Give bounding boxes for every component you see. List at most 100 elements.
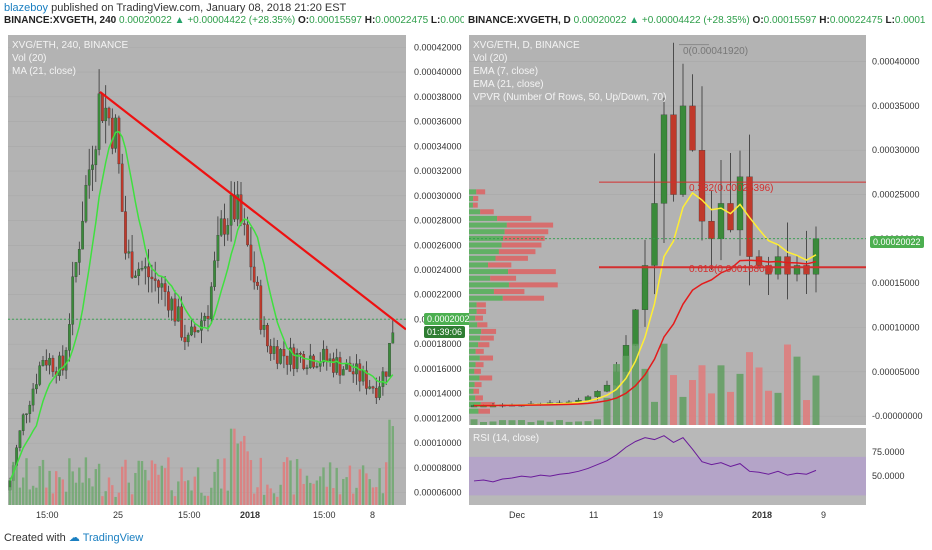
volume-bar xyxy=(187,480,190,505)
vpvr-down-bar xyxy=(481,328,497,334)
volume-bar xyxy=(61,479,64,505)
volume-bar xyxy=(736,373,744,425)
left-chart-canvas[interactable] xyxy=(8,35,406,505)
volume-bar xyxy=(94,469,97,505)
volume-bar xyxy=(537,420,544,425)
candle-body xyxy=(259,285,263,330)
volume-bar xyxy=(708,393,715,425)
volume-bar xyxy=(74,482,78,505)
vpvr-up-bar xyxy=(469,209,481,215)
vpvr-down-bar xyxy=(475,348,484,354)
volume-bar xyxy=(375,487,378,505)
candle-body xyxy=(765,265,772,275)
candle-body xyxy=(196,330,200,333)
volume-bar xyxy=(670,375,677,425)
candle-body xyxy=(74,262,78,277)
vpvr-up-bar xyxy=(469,355,480,361)
vpvr-down-bar xyxy=(473,388,480,394)
legend-volume: Vol (20) xyxy=(12,53,47,64)
created-with-text: Created with xyxy=(4,532,66,544)
candle-body xyxy=(157,280,160,288)
right-price-axis[interactable]: 0.00040000 0.00035000 0.00030000 0.00025000… xyxy=(868,35,930,425)
vpvr-down-bar xyxy=(498,249,536,255)
price-tick-label: 0.00025000 xyxy=(872,190,920,200)
price-tick-label: 0.00022000 xyxy=(414,290,462,300)
vpvr-down-bar xyxy=(472,202,478,208)
candle-body xyxy=(378,386,381,398)
candle-body xyxy=(295,353,299,369)
candle-body xyxy=(170,298,174,311)
volume-bar xyxy=(200,492,203,505)
candle-body xyxy=(322,348,325,363)
candle-body xyxy=(292,347,296,369)
price-tick-label: 0.00030000 xyxy=(414,191,462,201)
candle-body xyxy=(391,332,395,344)
right-time-axis[interactable]: Dec 11 19 2018 9 xyxy=(469,508,866,522)
candle-body xyxy=(698,150,706,222)
tradingview-logo-icon[interactable]: ☁ xyxy=(68,532,80,544)
left-symbol: BINANCE:XVGETH, 240 xyxy=(4,15,117,26)
candle-body xyxy=(239,194,243,224)
candle-body xyxy=(289,347,292,365)
vpvr-up-bar xyxy=(469,402,481,408)
volume-bar xyxy=(603,397,611,425)
volume-bar xyxy=(107,477,111,505)
volume-bar xyxy=(147,480,150,505)
candle-body xyxy=(233,194,236,220)
volume-bar xyxy=(220,488,223,505)
volume-bar xyxy=(302,483,305,505)
left-high: 0.00022475 xyxy=(375,15,429,26)
vpvr-up-bar xyxy=(469,395,476,401)
volume-bar xyxy=(253,493,256,505)
time-tick-label: 15:00 xyxy=(178,510,201,520)
volume-bar xyxy=(613,364,620,425)
candle-body xyxy=(365,370,368,389)
volume-bar xyxy=(793,356,801,425)
volume-bar xyxy=(651,401,658,425)
price-tick-label: 0.00028000 xyxy=(414,216,462,226)
fib-0-label: 0(0.00041920) xyxy=(683,46,749,57)
rsi-panel[interactable]: RSI (14, close) xyxy=(469,428,866,505)
candle-body xyxy=(38,365,42,385)
right-chart-panel[interactable]: XVG/ETH, D, BINANCE Vol (20) EMA (7, clo… xyxy=(469,35,866,425)
candle-body xyxy=(670,114,677,195)
price-tick-label: -0.00000000 xyxy=(872,411,923,421)
price-tick-label: 0.00012000 xyxy=(414,413,462,423)
candle-body xyxy=(325,348,329,362)
volume-bar xyxy=(332,488,335,505)
vpvr-down-bar xyxy=(506,222,554,228)
volume-bar xyxy=(130,494,134,505)
time-tick-label: Dec xyxy=(509,510,526,520)
candle-body xyxy=(660,114,668,204)
volume-bar xyxy=(91,486,94,505)
time-tick-label: 2018 xyxy=(240,510,260,520)
volume-bar xyxy=(755,367,763,425)
author-name[interactable]: blazeboy xyxy=(4,2,49,14)
left-time-axis[interactable]: 15:00 25 15:00 2018 15:00 8 xyxy=(8,508,406,522)
candle-body xyxy=(371,386,375,389)
volume-bar xyxy=(121,466,124,505)
trend-line xyxy=(99,91,406,331)
left-chart-panel[interactable]: XVG/ETH, 240, BINANCE Vol (20) MA (21, c… xyxy=(8,35,406,505)
vpvr-down-bar xyxy=(474,382,482,388)
candle-body xyxy=(236,194,240,220)
left-price-axis[interactable]: 0.00042000 0.00040000 0.00038000 0.00036000… xyxy=(408,35,464,505)
left-price-axis-labels: 0.00042000 0.00040000 0.00038000 0.00036000… xyxy=(414,42,462,497)
right-time-axis-labels: Dec 11 19 2018 9 xyxy=(509,510,826,520)
candle-body xyxy=(48,357,51,366)
candle-body xyxy=(140,268,144,270)
vpvr-up-bar xyxy=(469,249,499,255)
candle-body xyxy=(226,225,230,235)
candle-body xyxy=(213,260,216,287)
candle-body xyxy=(229,194,233,226)
tradingview-brand[interactable]: TradingView xyxy=(82,532,144,544)
volume-bar xyxy=(84,457,88,505)
candle-body xyxy=(351,371,355,375)
vpvr-down-bar xyxy=(501,242,542,248)
candle-body xyxy=(275,346,279,364)
volume-bar xyxy=(328,462,332,505)
price-tick-label: 0.00014000 xyxy=(414,389,462,399)
volume-bar xyxy=(226,490,229,505)
volume-bar xyxy=(286,457,289,505)
right-chart-canvas[interactable] xyxy=(469,35,866,425)
